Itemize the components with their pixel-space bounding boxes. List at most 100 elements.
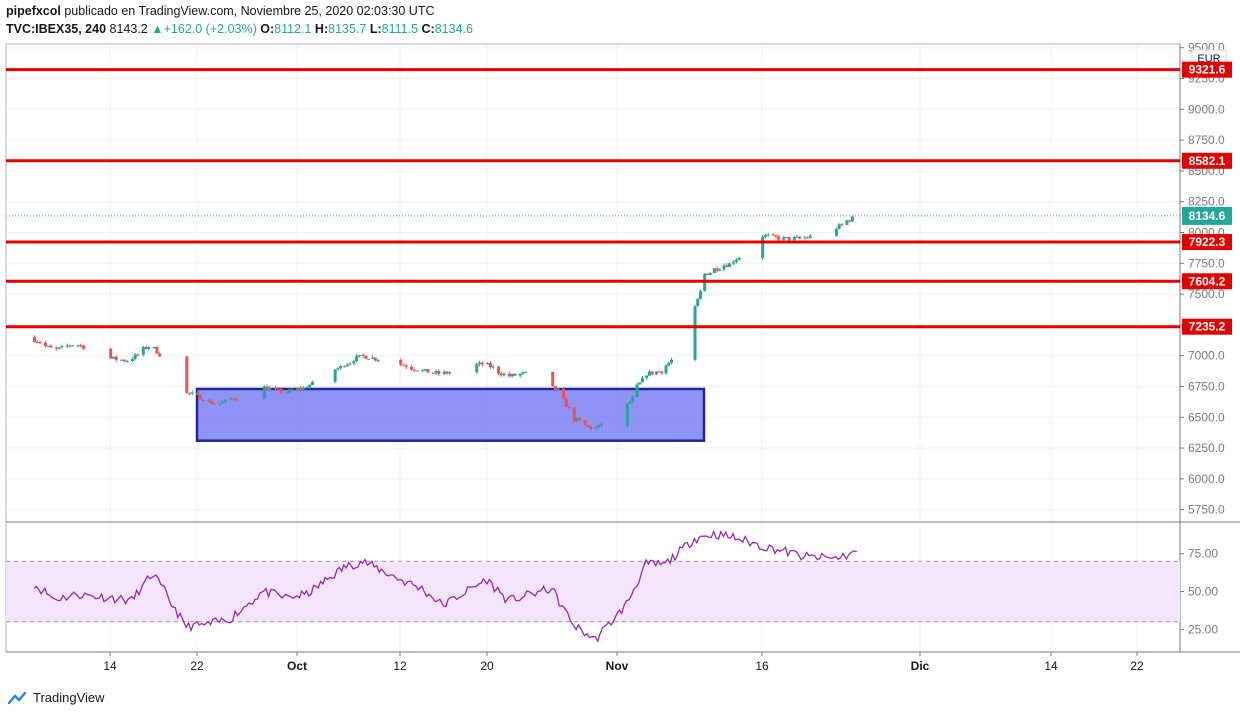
candle	[367, 358, 371, 360]
candle	[122, 358, 126, 363]
candle	[268, 385, 272, 391]
candle	[667, 361, 671, 367]
candle	[229, 396, 233, 401]
author-name[interactable]: pipefxcol	[6, 4, 61, 18]
candle-body	[628, 401, 632, 404]
candle-body	[120, 359, 124, 361]
candle	[715, 266, 719, 273]
candle	[725, 263, 729, 268]
candle-body	[660, 371, 664, 374]
candle-body	[210, 400, 214, 404]
candle-body	[664, 365, 668, 374]
symbol-label[interactable]: TVC:IBEX35, 240	[6, 22, 107, 36]
candle-body	[144, 346, 148, 349]
candle-body	[491, 366, 495, 368]
candle	[308, 383, 312, 390]
candle-body	[198, 394, 202, 400]
candle-body	[594, 426, 598, 429]
publication-line: pipefxcol publicado en TradingView.com, …	[6, 4, 435, 18]
candle-body	[371, 357, 375, 359]
candle-body	[336, 368, 340, 370]
candle-body	[352, 361, 356, 364]
candle-body	[737, 257, 741, 260]
candle	[737, 256, 741, 261]
candle-body	[434, 371, 438, 374]
level-label-bg	[1182, 234, 1232, 251]
candle-body	[333, 369, 337, 382]
candle	[664, 363, 668, 375]
candle-body	[410, 366, 414, 370]
candle	[207, 399, 211, 403]
price-chart[interactable]: 5750.06000.06250.06500.06750.07000.07250…	[0, 0, 1240, 690]
candle-body	[265, 386, 269, 390]
candle-body	[287, 389, 291, 393]
candle	[152, 346, 156, 349]
candle-body	[727, 263, 731, 267]
candle	[212, 401, 216, 405]
level-label-text: 7922.3	[1189, 235, 1226, 249]
candle-body	[625, 403, 629, 426]
candle	[556, 388, 560, 391]
candle-body	[698, 290, 702, 299]
candle-body	[712, 268, 716, 274]
candle	[693, 304, 697, 362]
candle	[210, 398, 214, 405]
candle-body	[507, 373, 511, 377]
candle-body	[141, 346, 145, 355]
candle	[423, 368, 427, 372]
candle	[589, 425, 593, 431]
candle	[426, 368, 430, 373]
candle	[834, 227, 838, 237]
candle	[567, 405, 571, 410]
candle-body	[33, 337, 37, 342]
candle-body	[645, 375, 649, 379]
candle	[803, 235, 807, 240]
candle	[712, 268, 716, 274]
candle-body	[766, 234, 770, 236]
level-label-text: 7235.2	[1189, 320, 1226, 334]
candle	[348, 362, 352, 366]
candle-body	[732, 261, 736, 264]
candle	[784, 236, 788, 239]
candle	[771, 233, 775, 236]
candle-body	[221, 401, 225, 404]
candle	[76, 344, 80, 348]
close-value: 8134.6	[434, 22, 473, 36]
candle	[625, 403, 629, 428]
candle	[54, 346, 58, 351]
candle-body	[510, 373, 514, 377]
candle-body	[442, 371, 446, 374]
candle	[33, 335, 37, 343]
low-label: L:	[369, 22, 382, 36]
candle	[491, 364, 495, 369]
candle-body	[631, 396, 635, 402]
candle	[276, 387, 280, 390]
candle-body	[46, 345, 50, 347]
candle-body	[290, 389, 294, 391]
open-label: O:	[260, 22, 275, 36]
candle-body	[49, 345, 53, 348]
candle	[265, 384, 269, 391]
candle	[333, 369, 337, 384]
candle	[486, 362, 490, 365]
candle-body	[575, 418, 579, 422]
candle	[336, 366, 340, 371]
candle-body	[718, 269, 722, 271]
candle	[279, 387, 283, 395]
rsi-tick-label: 75.00	[1188, 547, 1218, 561]
candle-body	[65, 345, 69, 347]
candle-body	[223, 399, 227, 402]
candle-body	[787, 237, 791, 241]
candle	[35, 340, 39, 344]
tradingview-footer[interactable]: TradingView	[8, 690, 105, 705]
candle	[364, 355, 368, 360]
candle-body	[71, 345, 75, 347]
candle-body	[60, 346, 64, 348]
candle	[708, 272, 712, 276]
candle-body	[279, 388, 283, 393]
price-tick-label: 5750.0	[1188, 503, 1225, 517]
high-label: H:	[314, 22, 329, 36]
candle-body	[774, 235, 778, 237]
candle-body	[638, 382, 642, 385]
candle	[262, 385, 266, 400]
